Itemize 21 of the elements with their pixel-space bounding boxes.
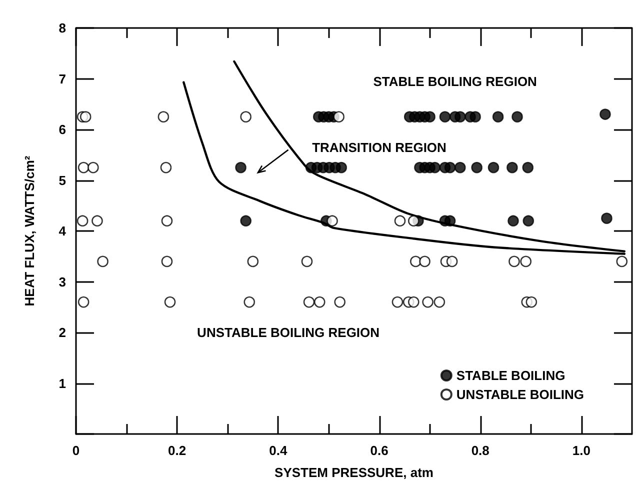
y-tick-label: 6 [58, 122, 66, 137]
x-tick-label: 0 [72, 443, 80, 458]
x-tick-label: 0.2 [168, 443, 186, 458]
y-tick-label: 1 [58, 376, 66, 391]
legend-label: STABLE BOILING [456, 368, 566, 383]
y-axis-title: HEAT FLUX, WATTS/cm² [22, 155, 37, 306]
x-tick-label: 0.6 [370, 443, 388, 458]
y-tick-label: 3 [58, 274, 66, 290]
y-tick-label: 7 [58, 71, 66, 86]
x-axis-title: SYSTEM PRESSURE, atm [274, 465, 434, 480]
y-tick-label: 2 [58, 325, 66, 340]
y-tick-label: 4 [58, 224, 67, 238]
x-tick-label: 0.4 [269, 443, 288, 458]
y-tick-label: 8 [58, 20, 66, 36]
annotation: STABLE BOILING REGION [373, 74, 537, 89]
legend-label: UNSTABLE BOILING [456, 387, 584, 402]
x-tick-label: 1.0 [572, 443, 590, 458]
annotation: TRANSITION REGION [312, 140, 446, 155]
annotation: UNSTABLE BOILING REGION [197, 325, 380, 340]
y-tick-label: 5 [58, 172, 66, 188]
x-tick-label: 0.8 [471, 443, 490, 458]
